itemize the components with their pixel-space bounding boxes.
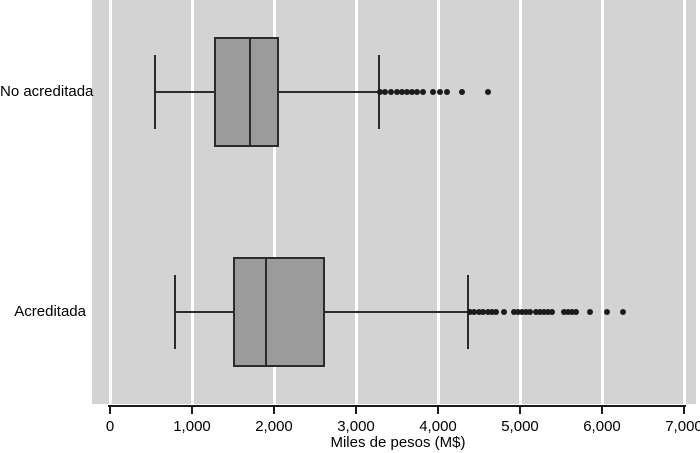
outlier-dot: [561, 309, 568, 315]
iqr-box: [214, 37, 279, 147]
outlier-dot: [436, 89, 443, 95]
outlier-dot: [540, 309, 547, 315]
outlier-dot: [489, 309, 496, 315]
plot-area: [92, 0, 696, 404]
outlier-dot: [485, 309, 492, 315]
gridline: [437, 0, 440, 404]
x-tick-label: 1,000: [173, 418, 211, 435]
x-axis-line: [108, 405, 686, 407]
median-line: [264, 257, 267, 367]
outlier-dot: [485, 89, 492, 95]
gridline: [191, 0, 194, 404]
outlier-dot: [544, 309, 551, 315]
gridline: [355, 0, 358, 404]
outlier-dot: [420, 89, 427, 95]
outlier-dot: [413, 89, 420, 95]
x-axis-tick: [109, 405, 111, 414]
outlier-dot: [565, 309, 572, 315]
outlier-dot: [603, 309, 610, 315]
outlier-dot: [518, 309, 525, 315]
outlier-dot: [398, 89, 405, 95]
x-axis-tick: [191, 405, 193, 414]
outlier-dot: [376, 89, 383, 95]
outlier-dot: [568, 309, 575, 315]
x-axis-title: Miles de pesos (M$): [330, 434, 466, 451]
outlier-dot: [458, 89, 465, 95]
x-tick-label: 7,000: [665, 418, 700, 435]
iqr-box: [233, 257, 325, 367]
outlier-dot: [493, 309, 500, 315]
x-tick-label: 4,000: [419, 418, 457, 435]
x-axis-tick: [683, 405, 685, 414]
outlier-dot: [572, 309, 579, 315]
outlier-dot: [500, 309, 507, 315]
outlier-dot: [444, 89, 451, 95]
gridline: [683, 0, 686, 404]
outlier-dot: [381, 89, 388, 95]
outlier-dot: [466, 309, 473, 315]
x-tick-label: 2,000: [255, 418, 293, 435]
x-tick-label: 0: [105, 418, 115, 435]
whisker-low-line: [155, 91, 215, 93]
x-axis-tick: [601, 405, 603, 414]
outlier-dot: [403, 89, 410, 95]
outlier-dot: [480, 309, 487, 315]
category-label: Acreditada: [14, 303, 86, 320]
outlier-dot: [526, 309, 533, 315]
x-axis-tick: [273, 405, 275, 414]
outlier-dot: [476, 309, 482, 315]
outlier-dot: [408, 89, 415, 95]
outlier-dot: [388, 89, 395, 95]
outlier-dot: [620, 309, 627, 315]
gridline: [273, 0, 276, 404]
outlier-dot: [511, 309, 518, 315]
x-tick-label: 5,000: [501, 418, 539, 435]
whisker-high-line: [324, 311, 469, 313]
outlier-dot: [471, 309, 478, 315]
gridline: [519, 0, 522, 404]
median-line: [249, 37, 252, 147]
outlier-dot: [515, 309, 522, 315]
outlier-dot: [548, 309, 555, 315]
whisker-low-line: [174, 311, 233, 313]
x-axis-tick: [355, 405, 357, 414]
outlier-dot: [522, 309, 529, 315]
category-label: No acreditada: [0, 83, 94, 100]
outlier-dot: [536, 309, 543, 315]
outlier-dot: [586, 309, 593, 315]
outlier-dot: [533, 309, 540, 315]
x-axis-tick: [437, 405, 439, 414]
x-tick-label: 3,000: [337, 418, 375, 435]
whisker-high-line: [278, 91, 379, 93]
gridline: [109, 0, 112, 404]
x-tick-label: 6,000: [583, 418, 621, 435]
outlier-dot: [430, 89, 437, 95]
x-axis-tick: [519, 405, 521, 414]
outlier-dot: [394, 89, 400, 95]
gridline: [601, 0, 604, 404]
